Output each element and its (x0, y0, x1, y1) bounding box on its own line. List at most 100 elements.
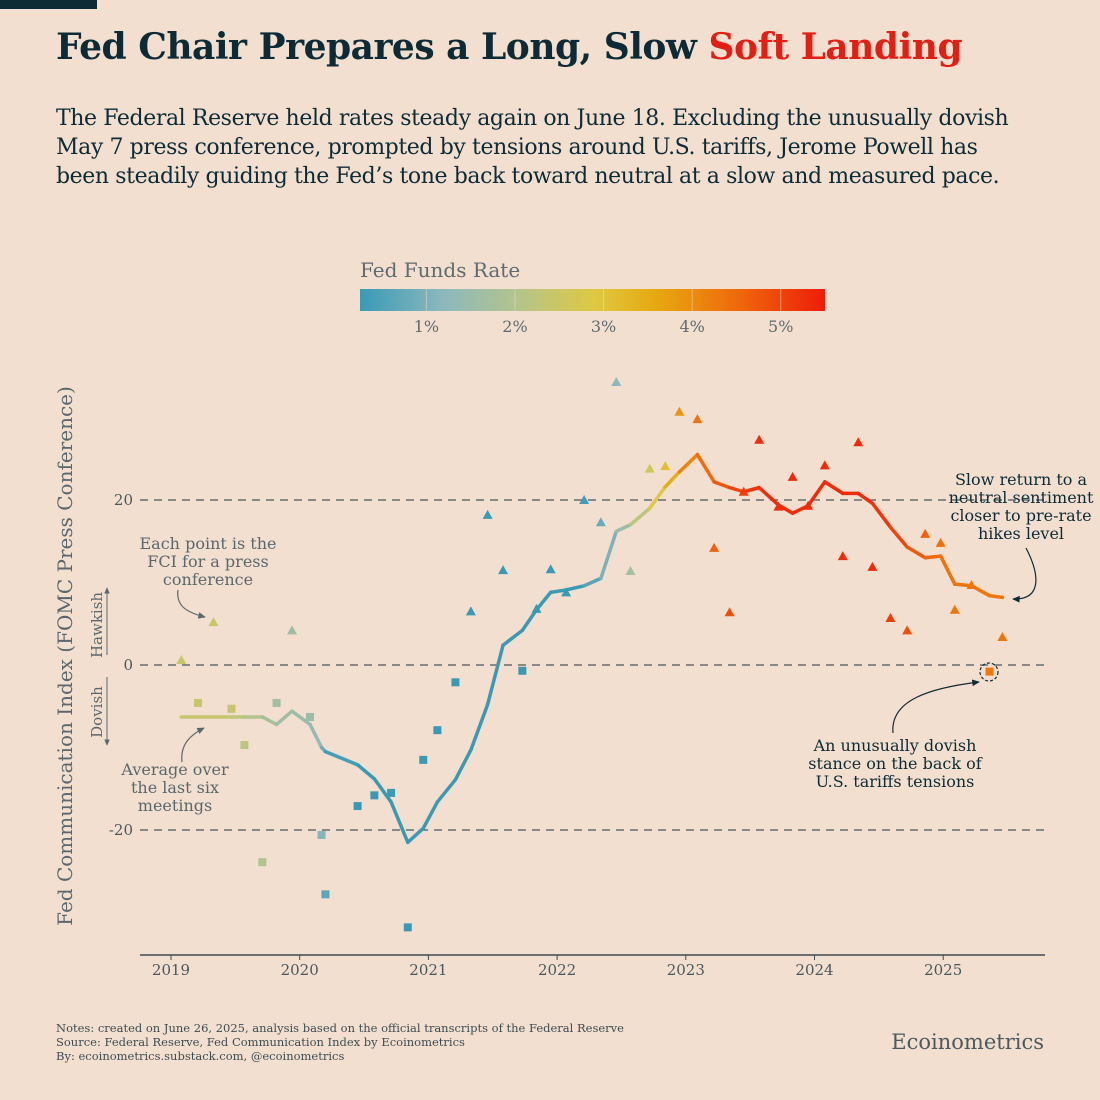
data-point-triangle (595, 517, 606, 527)
data-point-triangle (176, 655, 187, 665)
average-line-segment (757, 485, 781, 507)
source-text: Source: Federal Reserve, Fed Communicati… (56, 1035, 465, 1049)
average-line-segment (389, 800, 410, 845)
data-point-triangle (773, 501, 784, 511)
average-line-segment (905, 545, 927, 560)
grid-lines: -20 0 20 (109, 491, 1045, 839)
data-point-triangle (561, 587, 572, 597)
data-point-triangle (531, 603, 542, 613)
top-accent-bar (0, 0, 97, 9)
y-tick-label: 0 (123, 656, 133, 674)
average-line-segment (260, 715, 279, 727)
page-title: Fed Chair Prepares a Long, Slow Soft Lan… (56, 26, 963, 68)
data-point-triangle (709, 542, 720, 552)
data-point-triangle (625, 565, 636, 575)
x-tick-label: 2025 (924, 961, 962, 979)
data-point-triangle (208, 617, 219, 627)
x-tick-label: 2024 (795, 961, 833, 979)
average-line-segment (599, 529, 619, 581)
average-line-segment (677, 452, 700, 474)
data-point-square (240, 741, 249, 750)
average-line-segment (564, 584, 586, 592)
average-line-segment (520, 607, 539, 633)
data-point-triangle (482, 509, 493, 519)
data-point-triangle (787, 471, 798, 481)
legend-tick-label: 1% (414, 317, 439, 336)
average-line-segment (485, 643, 505, 707)
annotation-each-point: Each point is the FCI for a press confer… (139, 534, 277, 589)
data-points (176, 377, 1008, 932)
data-point-triangle (966, 579, 977, 589)
average-line-segment (741, 485, 761, 494)
axes: 2019 2020 2021 2022 2023 2024 2025 (140, 954, 1045, 979)
slow-return-arrow-icon (1012, 547, 1037, 603)
legend-ticks: 1% 2% 3% 4% 5% (414, 289, 793, 336)
data-point-square (194, 698, 203, 707)
legend-tick-label: 5% (768, 317, 793, 336)
average-line-segment (648, 485, 667, 510)
data-point-triangle (286, 625, 297, 635)
average-line-segment (372, 777, 393, 804)
data-point-triangle (644, 463, 655, 473)
data-point-triangle (738, 486, 749, 496)
average-line-segment (435, 777, 458, 804)
data-point-square (353, 802, 362, 811)
data-point-square (370, 791, 379, 800)
average-line-segment (421, 800, 440, 831)
average-line-segment (614, 523, 633, 534)
data-point-triangle (803, 500, 814, 510)
average-line-segment (290, 709, 312, 727)
legend-title: Fed Funds Rate (360, 258, 521, 282)
annotation-dovish-stance: An unusually dovish stance on the back o… (808, 736, 982, 791)
average-line-segment (806, 480, 827, 508)
dovish-stance-arrow-icon (892, 679, 980, 734)
hawkish-label: Hawkish (88, 592, 106, 658)
data-point-triangle (920, 528, 931, 538)
title-accent: Soft Landing (708, 26, 963, 68)
data-point-square (258, 858, 267, 867)
y-tick-label: -20 (109, 821, 133, 839)
average-line-segment (888, 525, 909, 549)
average-line-segment (695, 452, 716, 484)
data-point-triangle (754, 434, 765, 444)
average-line-segment (323, 749, 360, 767)
data-point-triangle (902, 625, 913, 635)
average-line-segment (469, 702, 490, 752)
byline-text: By: ecoinometrics.substack.com, @ecoinom… (56, 1049, 345, 1063)
average-line-segment (501, 628, 525, 647)
data-point-triangle (885, 612, 896, 622)
average-line-segment (274, 709, 294, 727)
data-point-square (518, 666, 527, 675)
data-point-triangle (837, 551, 848, 561)
average-line-segment (355, 763, 377, 781)
data-point-square (305, 712, 314, 721)
x-tick-label: 2020 (281, 961, 319, 979)
data-point-triangle (997, 631, 1008, 641)
average-line-segment (923, 554, 943, 560)
data-point-triangle (674, 406, 685, 416)
average-line-segment (856, 491, 875, 506)
highlight-circle (979, 662, 999, 682)
average-line-segment (870, 501, 893, 529)
average-line-segment (823, 480, 845, 496)
data-point-square (451, 678, 460, 687)
data-point-triangle (579, 495, 590, 504)
y-axis-label: Fed Communication Index (FOMC Press Conf… (53, 386, 77, 926)
legend-tick-label: 2% (502, 317, 527, 336)
data-point-square (419, 755, 428, 764)
data-point-triangle (660, 461, 671, 471)
average-line-segment (582, 576, 603, 588)
each-point-arrow-icon (177, 589, 206, 619)
average-line-segment (987, 593, 1005, 600)
notes-text: Notes: created on June 26, 2025, analysi… (56, 1021, 624, 1035)
x-tick-label: 2019 (152, 961, 190, 979)
x-tick-label: 2022 (538, 961, 576, 979)
data-point-square (272, 698, 281, 707)
data-point-triangle (819, 460, 830, 470)
data-point-triangle (949, 604, 960, 614)
average-line-segment (712, 480, 732, 490)
data-point-triangle (724, 607, 735, 617)
title-main: Fed Chair Prepares a Long, Slow (56, 26, 709, 68)
average-line-segment (548, 588, 568, 595)
